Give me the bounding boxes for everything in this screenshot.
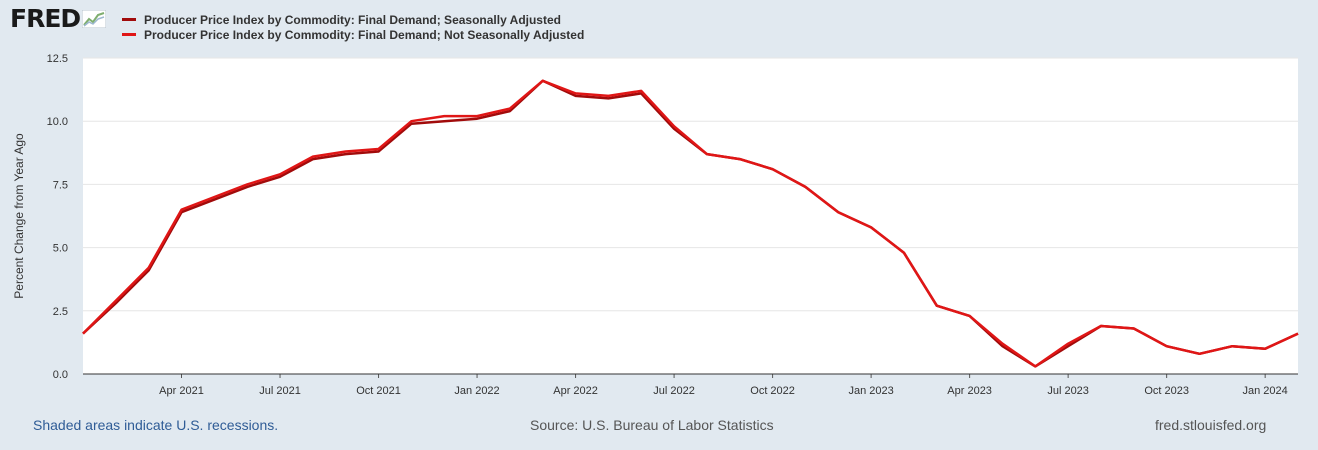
site-link[interactable]: fred.stlouisfed.org [1155, 417, 1267, 433]
y-tick-label: 5.0 [53, 243, 68, 255]
plot-area [83, 58, 1298, 374]
legend-item-seasonally-adjusted[interactable]: Producer Price Index by Commodity: Final… [122, 12, 584, 27]
x-tick-label: Apr 2021 [159, 385, 204, 397]
series-lines [82, 79, 1299, 368]
x-tick-label: Apr 2023 [947, 385, 992, 397]
x-tick-label: Oct 2021 [356, 385, 401, 397]
x-tick-label: Jul 2022 [653, 385, 695, 397]
legend-label-seasonally-adjusted: Producer Price Index by Commodity: Final… [144, 12, 561, 27]
fred-logo-text: FRED [10, 4, 81, 33]
legend-item-not-seasonally-adjusted[interactable]: Producer Price Index by Commodity: Final… [122, 27, 584, 42]
series-line-not-seasonally-adjusted[interactable] [82, 79, 1299, 368]
grid-lines [83, 57, 1298, 312]
y-tick-label: 12.5 [47, 53, 68, 65]
legend-swatch-not-seasonally-adjusted [122, 33, 136, 36]
chart-legend: Producer Price Index by Commodity: Final… [122, 12, 584, 42]
x-tick-label: Apr 2022 [553, 385, 598, 397]
x-tick-label: Oct 2022 [750, 385, 795, 397]
x-tick-label: Oct 2023 [1144, 385, 1189, 397]
y-tick-label: 0.0 [53, 369, 68, 381]
x-axis-ticks: Apr 2021 Jul 2021 Oct 2021 Jan 2022 Apr 2022… [159, 374, 1288, 397]
y-axis-ticks: 0.0 2.5 5.0 7.5 10.0 12.5 [47, 53, 68, 381]
line-chart: 0.0 2.5 5.0 7.5 10.0 12.5 Apr 2021 Jul 2021 Oct… [12, 53, 1299, 397]
legend-swatch-seasonally-adjusted [122, 18, 136, 21]
x-tick-label: Jul 2021 [259, 385, 301, 397]
x-tick-label: Jan 2024 [1243, 385, 1288, 397]
source-note: Source: U.S. Bureau of Labor Statistics [530, 417, 774, 433]
x-tick-label: Jan 2023 [848, 385, 893, 397]
y-tick-label: 7.5 [53, 179, 68, 191]
fred-logo[interactable]: FRED [10, 4, 107, 33]
x-tick-label: Jul 2023 [1047, 385, 1089, 397]
y-tick-label: 10.0 [47, 116, 68, 128]
y-axis-label: Percent Change from Year Ago [12, 133, 26, 299]
chart-graph-icon [82, 9, 107, 28]
legend-label-not-seasonally-adjusted: Producer Price Index by Commodity: Final… [144, 27, 585, 42]
y-tick-label: 2.5 [53, 306, 68, 318]
x-tick-label: Jan 2022 [454, 385, 499, 397]
recessions-note: Shaded areas indicate U.S. recessions. [33, 417, 279, 433]
